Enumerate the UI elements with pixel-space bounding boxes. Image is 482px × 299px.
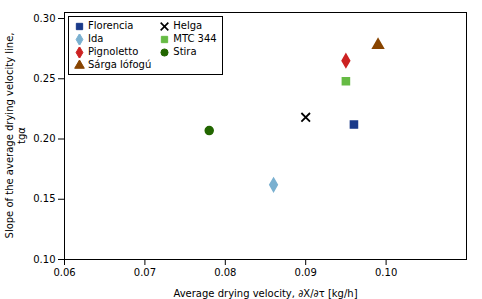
svg-text:0.20: 0.20 — [33, 133, 55, 144]
svg-text:Average drying velocity, ∂X/∂τ: Average drying velocity, ∂X/∂τ [kg/h] — [173, 288, 357, 299]
svg-text:0.15: 0.15 — [33, 193, 55, 204]
html-text:Pignoletto: Pignoletto — [88, 46, 139, 57]
svg-text:0.10: 0.10 — [33, 254, 55, 265]
html-text:Sárga lófogú: Sárga lófogú — [88, 59, 152, 70]
svg-text:0.25: 0.25 — [33, 73, 55, 84]
html-text:Ida: Ida — [88, 33, 104, 44]
svg-text:0.10: 0.10 — [375, 267, 397, 278]
html-text:Stira: Stira — [173, 46, 197, 57]
svg-text:0.09: 0.09 — [295, 267, 317, 278]
svg-text:0.30: 0.30 — [33, 13, 55, 24]
html-text:Helga: Helga — [173, 20, 203, 31]
html-text:Florencia: Florencia — [88, 20, 134, 31]
svg-text:0.08: 0.08 — [214, 267, 236, 278]
html-text:MTC 344: MTC 344 — [173, 33, 217, 44]
svg-text:0.06: 0.06 — [53, 267, 75, 278]
svg-text:Slope of the average drying ve: Slope of the average drying velocity lin… — [4, 33, 27, 239]
svg-text:0.07: 0.07 — [134, 267, 156, 278]
